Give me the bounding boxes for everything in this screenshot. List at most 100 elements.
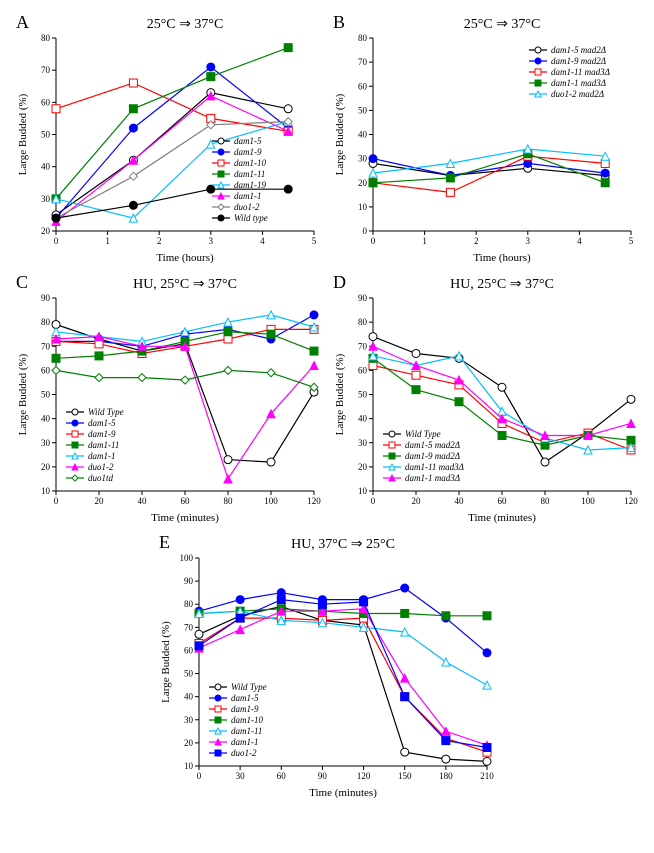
panel-label: E (159, 532, 170, 552)
xtick-label: 4 (577, 236, 582, 246)
panel-label: B (333, 12, 345, 32)
ytick-label: 70 (41, 341, 51, 351)
panel-label: C (16, 272, 28, 292)
ytick-label: 70 (358, 341, 368, 351)
ytick-label: 30 (41, 194, 51, 204)
xlabel: Time (minutes) (151, 512, 219, 524)
xtick-label: 4 (260, 236, 265, 246)
legend-label: dam1-1 mad3Δ (405, 473, 460, 483)
ylabel: Large Budded (%) (334, 353, 346, 435)
legend-label: dam1-10 (231, 715, 263, 725)
legend-label: duo1td (88, 473, 114, 483)
legend-label: dam1-5 mad2Δ (551, 45, 606, 55)
chart-title: 25°C ⇒ 37°C (463, 17, 540, 32)
xtick-label: 0 (370, 496, 375, 506)
series-line (56, 83, 288, 131)
legend-label: dam1-19 (234, 180, 266, 190)
xtick-label: 1 (422, 236, 427, 246)
xtick-label: 180 (439, 771, 453, 781)
ytick-label: 90 (358, 293, 368, 303)
ytick-label: 30 (358, 154, 368, 164)
ytick-label: 80 (41, 317, 51, 327)
ytick-label: 50 (358, 390, 368, 400)
row-3: EHU, 37°C ⇒ 25°C030609012015018021010203… (10, 530, 644, 800)
legend-label: dam1-1 (231, 737, 259, 747)
legend-label: duo1-2 (234, 202, 260, 212)
legend-label: Wild Type (231, 682, 267, 692)
ytick-label: 30 (358, 438, 368, 448)
ylabel: Large Budded (%) (160, 621, 172, 703)
legend-label: duo1-2 (88, 462, 114, 472)
legend-label: dam1-5 mad2Δ (405, 440, 460, 450)
panel-B: B25°C ⇒ 37°C01234501020304050607080Time … (331, 10, 641, 265)
ytick-label: 50 (184, 669, 194, 679)
legend-label: dam1-9 (88, 429, 116, 439)
ytick-label: 60 (358, 365, 368, 375)
chart-D: DHU, 25°C ⇒ 37°C020406080100120102030405… (331, 270, 641, 525)
ytick-label: 90 (41, 293, 51, 303)
ytick-label: 60 (184, 645, 194, 655)
ytick-label: 10 (41, 486, 51, 496)
xtick-label: 60 (277, 771, 287, 781)
row-1: A25°C ⇒ 37°C01234520304050607080Time (ho… (10, 10, 644, 265)
ytick-label: 30 (41, 438, 51, 448)
legend-label: dam1-11 (234, 169, 265, 179)
chart-A: A25°C ⇒ 37°C01234520304050607080Time (ho… (14, 10, 324, 265)
xlabel: Time (hours) (156, 252, 214, 264)
ytick-label: 40 (184, 692, 194, 702)
ytick-label: 50 (41, 130, 51, 140)
xtick-label: 0 (53, 496, 58, 506)
ytick-label: 70 (41, 65, 51, 75)
legend-label: dam1-1 (88, 451, 116, 461)
panel-C: CHU, 25°C ⇒ 37°C020406080100120102030405… (14, 270, 324, 525)
chart-title: HU, 25°C ⇒ 37°C (450, 277, 554, 292)
ytick-label: 70 (184, 622, 194, 632)
chart-B: B25°C ⇒ 37°C01234501020304050607080Time … (331, 10, 641, 265)
xtick-label: 120 (307, 496, 321, 506)
panel-label: A (16, 12, 29, 32)
xtick-label: 20 (94, 496, 104, 506)
xtick-label: 40 (137, 496, 147, 506)
xtick-label: 20 (411, 496, 421, 506)
ytick-label: 40 (41, 414, 51, 424)
legend-label: Wild Type (88, 407, 124, 417)
xtick-label: 0 (53, 236, 58, 246)
ytick-label: 10 (358, 486, 368, 496)
xtick-label: 100 (264, 496, 278, 506)
ytick-label: 60 (41, 365, 51, 375)
xtick-label: 3 (208, 236, 213, 246)
figure: A25°C ⇒ 37°C01234520304050607080Time (ho… (10, 10, 644, 800)
xtick-label: 80 (223, 496, 233, 506)
chart-C: CHU, 25°C ⇒ 37°C020406080100120102030405… (14, 270, 324, 525)
legend-label: dam1-11 (88, 440, 119, 450)
ytick-label: 60 (41, 97, 51, 107)
xtick-label: 80 (540, 496, 550, 506)
legend-label: Wild Type (405, 429, 441, 439)
ytick-label: 80 (358, 33, 368, 43)
legend-label: dam1-5 (234, 136, 262, 146)
ylabel: Large Budded (%) (17, 93, 29, 175)
ytick-label: 30 (184, 715, 194, 725)
panel-D: DHU, 25°C ⇒ 37°C020406080100120102030405… (331, 270, 641, 525)
panel-A: A25°C ⇒ 37°C01234520304050607080Time (ho… (14, 10, 324, 265)
chart-title: 25°C ⇒ 37°C (146, 17, 223, 32)
ytick-label: 60 (358, 81, 368, 91)
xtick-label: 2 (473, 236, 478, 246)
legend-label: dam1-5 (231, 693, 259, 703)
xtick-label: 0 (370, 236, 375, 246)
xtick-label: 0 (197, 771, 202, 781)
row-2: CHU, 25°C ⇒ 37°C020406080100120102030405… (10, 270, 644, 525)
xtick-label: 100 (581, 496, 595, 506)
ytick-label: 40 (358, 130, 368, 140)
ytick-label: 50 (41, 390, 51, 400)
xtick-label: 60 (180, 496, 190, 506)
xlabel: Time (minutes) (468, 512, 536, 524)
legend-label: dam1-9 mad2Δ (405, 451, 460, 461)
ytick-label: 20 (358, 462, 368, 472)
ylabel: Large Budded (%) (17, 353, 29, 435)
xlabel: Time (hours) (473, 252, 531, 264)
ytick-label: 40 (41, 162, 51, 172)
xtick-label: 90 (318, 771, 328, 781)
xtick-label: 150 (398, 771, 412, 781)
legend-label: Wild type (234, 213, 268, 223)
